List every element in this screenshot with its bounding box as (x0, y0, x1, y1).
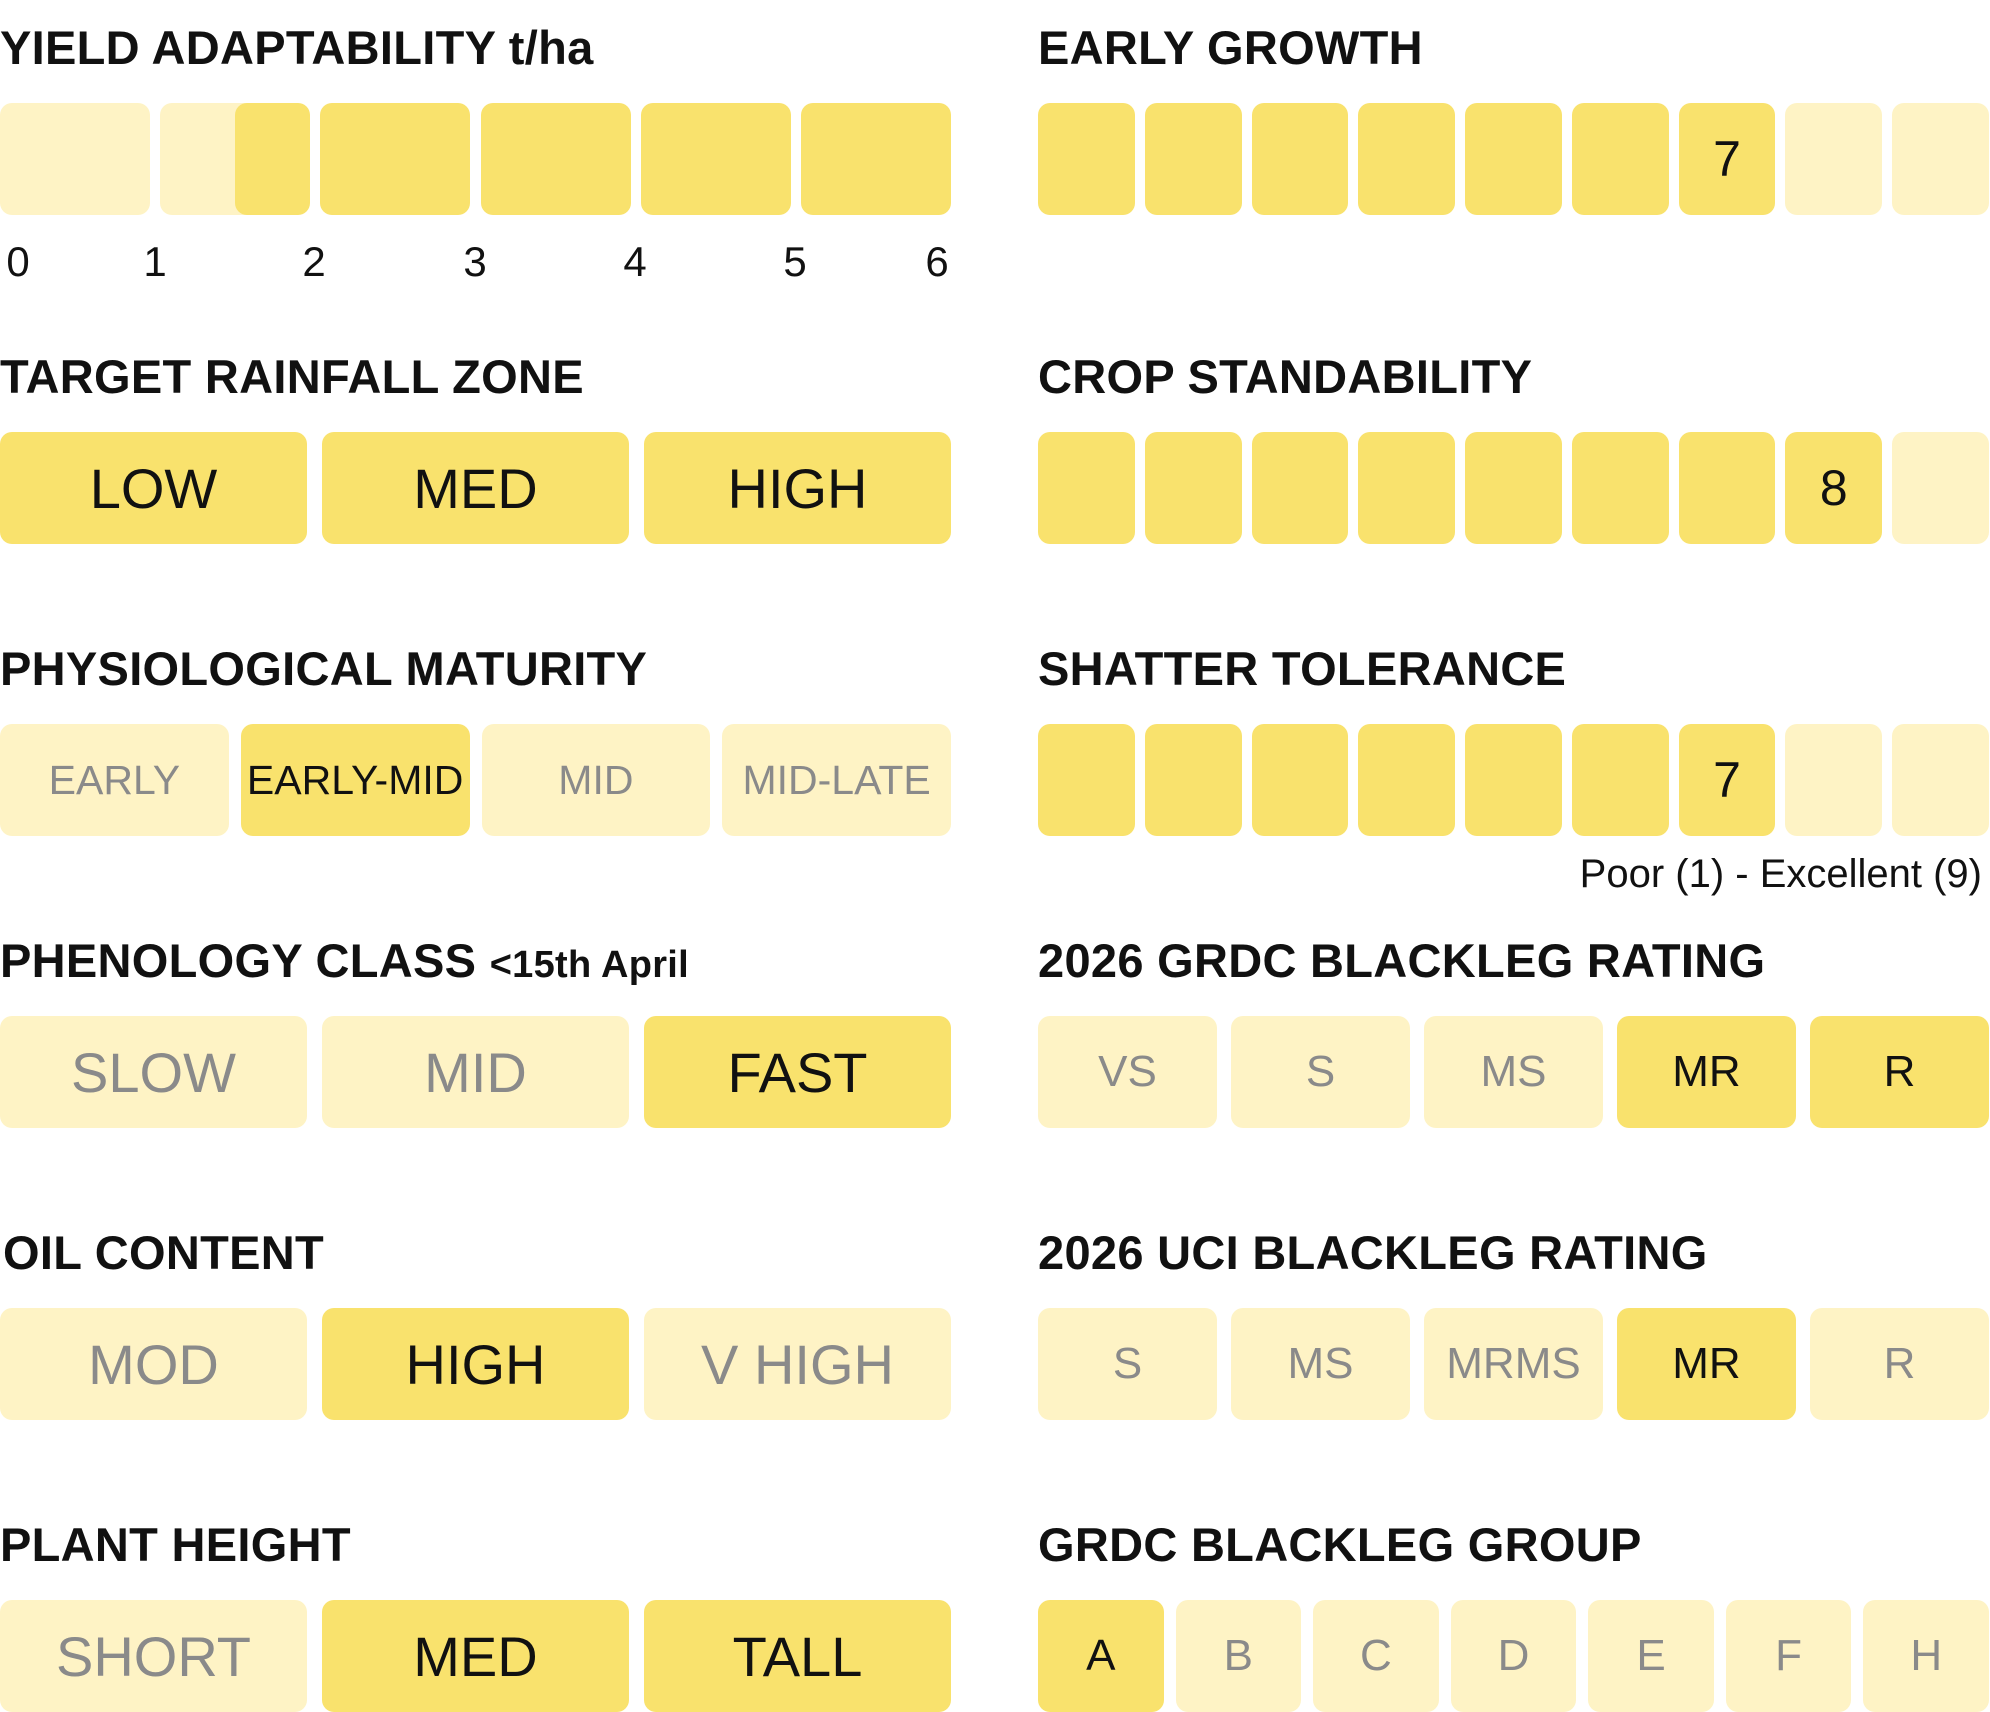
yield-tick-label: 5 (783, 238, 807, 285)
uci-rating-option: R (1810, 1308, 1989, 1420)
oil-content-option: V HIGH (644, 1308, 951, 1420)
rating-cell (1465, 724, 1562, 836)
yield-segment (640, 103, 791, 215)
grdc-blackleg-rating-title: 2026 GRDC BLACKLEG RATING (1038, 934, 1766, 987)
rating-cell (1358, 724, 1456, 836)
rating-cell (1144, 103, 1242, 215)
uci-rating-option: S (1038, 1308, 1217, 1420)
yield-segment (800, 103, 951, 215)
rating-scale-note: Poor (1) - Excellent (9) (1579, 852, 1982, 896)
yield-tick-label: 2 (302, 238, 326, 285)
yield-tick-label: 0 (6, 238, 30, 285)
grdc-rating-option: VS (1038, 1016, 1217, 1128)
rating-cell (1251, 103, 1349, 215)
blackleg-group-option: A (1038, 1600, 1164, 1712)
rating-cell (1571, 103, 1669, 215)
rating-cell (1358, 103, 1456, 215)
phenology-class-option: FAST (644, 1016, 951, 1128)
yield-segment (320, 103, 471, 215)
yield-segment (235, 103, 311, 215)
maturity-option: EARLY (0, 724, 229, 836)
maturity-option: EARLY-MID (240, 724, 470, 836)
rating-cell (1571, 432, 1669, 544)
rating-cell (1358, 432, 1456, 544)
grdc-rating-option: MR (1617, 1016, 1796, 1128)
rating-cell (1038, 724, 1135, 836)
yield-segment (160, 103, 248, 215)
crop-standability-title: CROP STANDABILITY (1038, 350, 1533, 403)
plant-height-title: PLANT HEIGHT (0, 1518, 351, 1571)
blackleg-group-option: H (1863, 1600, 1989, 1712)
plant-height-option: SHORT (0, 1600, 307, 1712)
phenology-class-option: MID (322, 1016, 629, 1128)
yield-tick-label: 3 (463, 238, 487, 285)
plant-height-option: TALL (644, 1600, 951, 1712)
rating-cell: 7 (1678, 724, 1776, 836)
target-rainfall-zone-title: TARGET RAINFALL ZONE (0, 350, 584, 403)
rating-cell (1571, 724, 1669, 836)
oil-content-title: OIL CONTENT (3, 1226, 324, 1279)
yield-adaptability-title: YIELD ADAPTABILITY t/ha (0, 21, 594, 74)
oil-content-option: MOD (0, 1308, 307, 1420)
rainfall-zone-option: HIGH (644, 432, 951, 544)
grdc-rating-option: S (1231, 1016, 1410, 1128)
phenology-class-title-suffix: <15th April (489, 944, 690, 986)
rating-cell (1038, 103, 1135, 215)
rating-cell (1465, 103, 1562, 215)
rating-cell: 8 (1785, 432, 1883, 544)
yield-segment (0, 103, 151, 215)
plant-height-option: MED (322, 1600, 629, 1712)
shatter-tolerance-title: SHATTER TOLERANCE (1038, 642, 1567, 695)
early-growth-title: EARLY GROWTH (1038, 21, 1423, 74)
blackleg-group-option: C (1313, 1600, 1439, 1712)
rating-value: 7 (1713, 752, 1741, 808)
rating-cell (1144, 724, 1242, 836)
oil-content-option: HIGH (322, 1308, 629, 1420)
rainfall-zone-option: MED (322, 432, 629, 544)
rating-cell (1892, 432, 1989, 544)
rating-cell (1251, 724, 1349, 836)
phenology-class-option: SLOW (0, 1016, 307, 1128)
rating-cell: 7 (1678, 103, 1776, 215)
blackleg-group-option: D (1450, 1600, 1577, 1712)
rating-cell (1678, 432, 1776, 544)
blackleg-group-option: B (1175, 1600, 1302, 1712)
grdc-blackleg-group-title: GRDC BLACKLEG GROUP (1038, 1518, 1642, 1571)
uci-rating-option: MR (1617, 1308, 1796, 1420)
physiological-maturity-title: PHYSIOLOGICAL MATURITY (0, 642, 648, 695)
yield-tick-label: 1 (143, 238, 167, 285)
yield-segment (480, 103, 631, 215)
rating-cell (1785, 103, 1883, 215)
uci-rating-option: MRMS (1424, 1308, 1603, 1420)
uci-rating-option: MS (1231, 1308, 1410, 1420)
maturity-option: MID (481, 724, 711, 836)
rating-value: 8 (1819, 460, 1848, 516)
maturity-option: MID-LATE (722, 724, 951, 836)
blackleg-group-option: E (1588, 1600, 1714, 1712)
blackleg-group-option: F (1725, 1600, 1852, 1712)
rating-cell (1892, 103, 1989, 215)
rating-cell (1892, 724, 1989, 836)
phenology-class-title-text: PHENOLOGY CLASS (0, 934, 477, 987)
grdc-rating-option: R (1810, 1016, 1989, 1128)
rating-cell (1785, 724, 1883, 836)
rating-cell (1144, 432, 1242, 544)
rainfall-zone-option: LOW (0, 432, 307, 544)
rating-value: 7 (1713, 131, 1741, 187)
grdc-rating-option: MS (1424, 1016, 1603, 1128)
rating-cell (1038, 432, 1135, 544)
phenology-class-title: PHENOLOGY CLASS <15th April (0, 933, 689, 993)
uci-blackleg-rating-title: 2026 UCI BLACKLEG RATING (1038, 1226, 1708, 1279)
yield-tick-label: 6 (925, 238, 949, 285)
rating-cell (1251, 432, 1349, 544)
yield-tick-label: 4 (623, 238, 647, 285)
rating-cell (1465, 432, 1562, 544)
